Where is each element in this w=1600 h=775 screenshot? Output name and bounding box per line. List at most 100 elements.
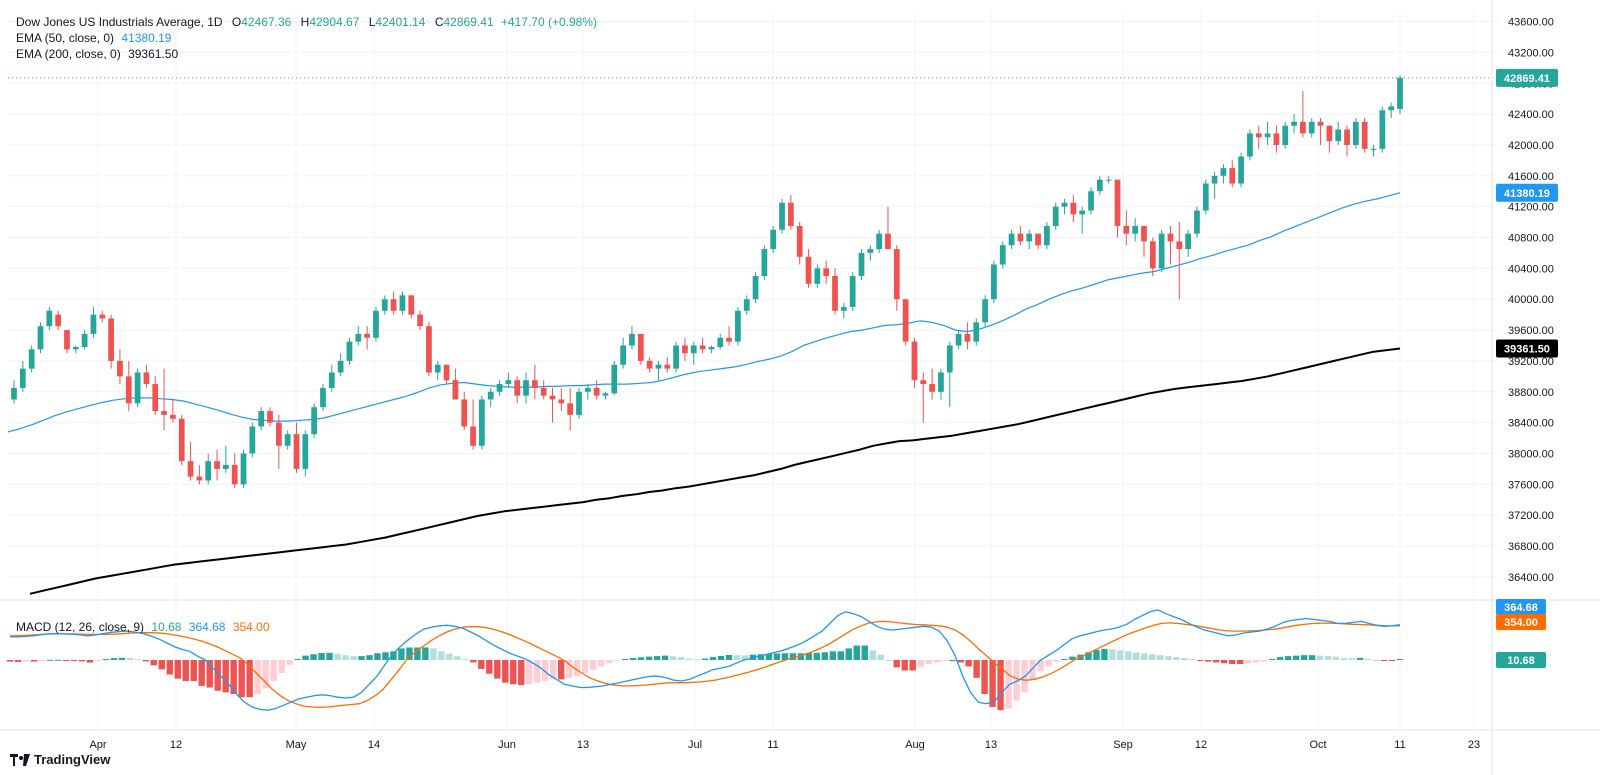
candle-down <box>1017 233 1024 242</box>
candle-up <box>673 345 679 369</box>
candle-down <box>1273 133 1280 145</box>
macd-histogram-bar <box>518 660 525 686</box>
macd-histogram-bar <box>350 656 357 660</box>
candle-up <box>240 453 247 485</box>
x-tick-label: Oct <box>1309 739 1326 751</box>
candle-down <box>540 387 547 396</box>
macd-histogram-bar <box>366 655 373 660</box>
candle-up <box>858 252 865 277</box>
candle-down <box>549 395 556 400</box>
macd-histogram-bar <box>1093 649 1100 660</box>
candle-up <box>11 387 17 400</box>
macd-histogram-bar <box>957 660 964 663</box>
candle-up <box>770 229 777 250</box>
macd-histogram-bar <box>621 659 629 661</box>
macd-histogram-bar <box>70 660 78 661</box>
candle-up <box>849 276 856 307</box>
macd-signal-value: 354.00 <box>232 620 270 634</box>
macd-histogram-bar <box>486 660 493 674</box>
y-tick-label: 37200.00 <box>1508 510 1554 522</box>
ema50-tag-bg <box>1496 183 1558 202</box>
candle-up <box>867 249 874 253</box>
macd-histogram-bar <box>1229 660 1236 665</box>
candle-down <box>514 380 521 396</box>
macd-histogram-bar <box>326 652 333 660</box>
candle-up <box>1088 191 1094 211</box>
macd-histogram-bar <box>286 660 293 665</box>
y-tick-label: 43200.00 <box>1508 47 1554 59</box>
macd-histogram-bar <box>78 660 86 662</box>
candle-up <box>1185 233 1191 250</box>
macd-histogram-bar <box>589 660 597 670</box>
macd-histogram-bar <box>1005 660 1012 709</box>
macd-histogram-bar <box>254 660 261 694</box>
candle-up <box>19 368 26 388</box>
macd-line <box>10 609 1401 711</box>
macd-histogram-bar <box>454 656 461 660</box>
macd-histogram-bar <box>342 655 349 660</box>
tradingview-logo[interactable]: TradingView <box>10 752 110 767</box>
macd-histogram-bar <box>1348 658 1356 660</box>
candle-up <box>328 372 335 388</box>
macd-histogram-bar <box>318 653 325 660</box>
candle-down <box>1070 202 1077 215</box>
y-tick-label: 38400.00 <box>1508 418 1554 430</box>
candle-up <box>655 364 662 369</box>
macd-line-tag-bg <box>1496 599 1546 615</box>
candle-up <box>37 326 44 350</box>
macd-histogram-bar <box>1340 658 1348 660</box>
macd-histogram-bar <box>1388 660 1396 661</box>
ema200-legend[interactable]: EMA (200, close, 0) 39361.50 <box>16 47 178 61</box>
x-tick-label: May <box>286 739 307 751</box>
candle-up <box>134 372 141 404</box>
macd-histogram-bar <box>1189 659 1196 661</box>
candle-up <box>1158 233 1165 269</box>
ema50-legend[interactable]: EMA (50, close, 0) 41380.19 <box>16 31 171 45</box>
candle-up <box>1282 125 1289 145</box>
macd-histogram-bar <box>1149 654 1156 660</box>
y-tick-label: 39600.00 <box>1508 325 1554 337</box>
ema50-value: 41380.19 <box>121 31 172 45</box>
x-tick-label: 12 <box>1195 739 1207 751</box>
macd-histogram-bar <box>773 653 781 660</box>
candle-up <box>602 393 609 396</box>
macd-histogram-bar <box>142 660 149 662</box>
macd-histogram-bar <box>1117 650 1124 660</box>
macd-histogram-bar <box>422 647 429 660</box>
macd-histogram-bar <box>1125 651 1132 660</box>
candle-up <box>743 299 750 311</box>
macd-histogram-bar <box>1213 660 1220 663</box>
candle-up <box>381 299 388 311</box>
macd-histogram-bar <box>134 659 142 661</box>
macd-histogram-bar <box>222 660 229 693</box>
candle-up <box>708 347 715 350</box>
candle-up <box>1308 121 1315 134</box>
macd-histogram-bar <box>62 660 70 661</box>
candle-down <box>593 387 600 396</box>
macd-legend[interactable]: MACD (12, 26, close, 9) 10.68 364.68 354… <box>16 620 270 634</box>
macd-histogram-bar <box>1237 660 1244 665</box>
macd-histogram-bar <box>1157 655 1164 660</box>
candle-down <box>461 399 468 427</box>
candle-up <box>1352 121 1359 145</box>
candle-down <box>920 380 927 385</box>
macd-histogram-bar <box>861 645 868 660</box>
candle-down <box>1149 241 1156 269</box>
macd-histogram-bar <box>278 660 285 673</box>
macd-histogram-bar <box>1165 656 1172 660</box>
macd-histogram-bar <box>478 660 485 669</box>
candle-up <box>1211 175 1218 184</box>
ema50-line <box>7 192 1401 433</box>
macd-histogram-bar <box>781 653 789 660</box>
macd-histogram-bar <box>805 652 813 660</box>
y-tick-label: 37600.00 <box>1508 479 1554 491</box>
x-tick-label: 13 <box>985 739 997 751</box>
macd-line-tag-text: 364.68 <box>1504 602 1538 614</box>
macd-histogram-bar <box>14 660 22 662</box>
candle-down <box>293 434 300 469</box>
macd-histogram-bar <box>701 658 709 660</box>
ema200-tag: 39361.50 <box>1496 339 1558 358</box>
candle-up <box>505 380 512 385</box>
candle-up <box>355 333 362 342</box>
